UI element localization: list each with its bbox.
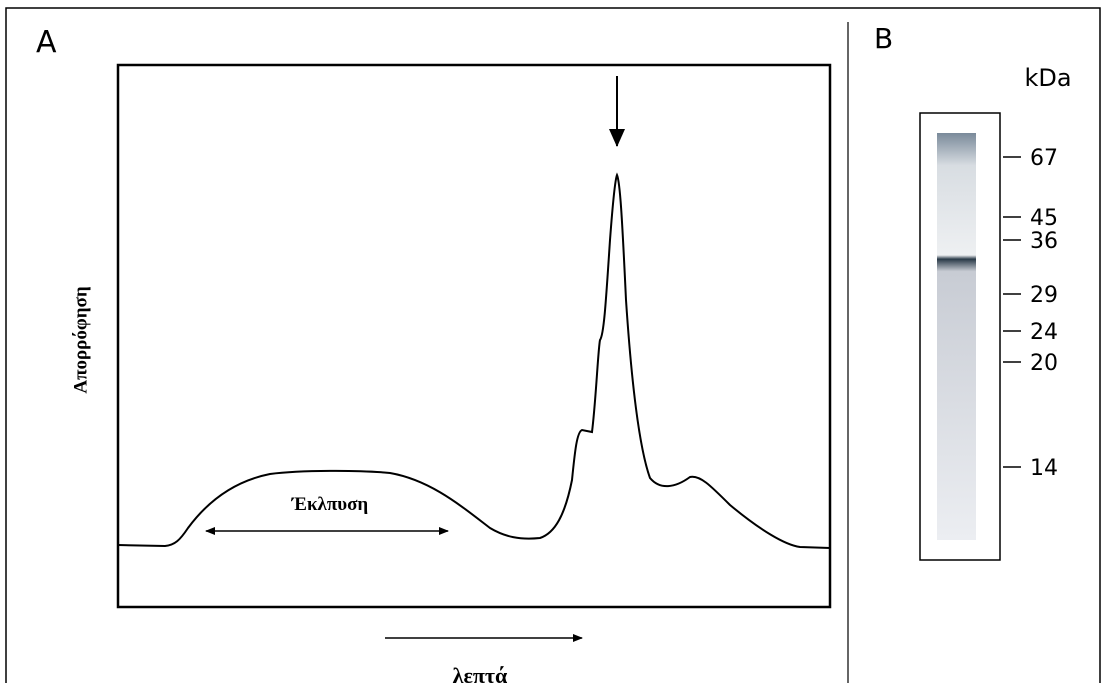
gel-lane — [937, 133, 976, 540]
y-axis-label: Απορρόφηση — [70, 286, 91, 393]
marker-label: 45 — [1030, 206, 1058, 231]
chromatogram-trace — [118, 175, 830, 548]
marker-label: 14 — [1030, 456, 1058, 481]
outer-frame — [6, 8, 1100, 683]
panel-label: B — [874, 22, 893, 55]
plot-frame — [118, 65, 830, 607]
page: A Έκλπυση Απορρόφηση λεπτά B kDa 67 4536 2… — [0, 0, 1106, 683]
marker-label: 24 — [1030, 320, 1058, 345]
marker-label: 67 — [1030, 146, 1058, 171]
elution-label: Έκλπυση — [291, 494, 368, 515]
marker-label: 29 — [1030, 283, 1058, 308]
marker-label: 36 — [1030, 229, 1058, 254]
unit-label: kDa — [1024, 64, 1071, 92]
figure: A Έκλπυση Απορρόφηση λεπτά B kDa 67 4536 2… — [0, 0, 1106, 683]
marker-label: 20 — [1030, 351, 1058, 376]
x-axis-label: λεπτά — [453, 663, 508, 683]
panel-label: A — [36, 25, 57, 60]
